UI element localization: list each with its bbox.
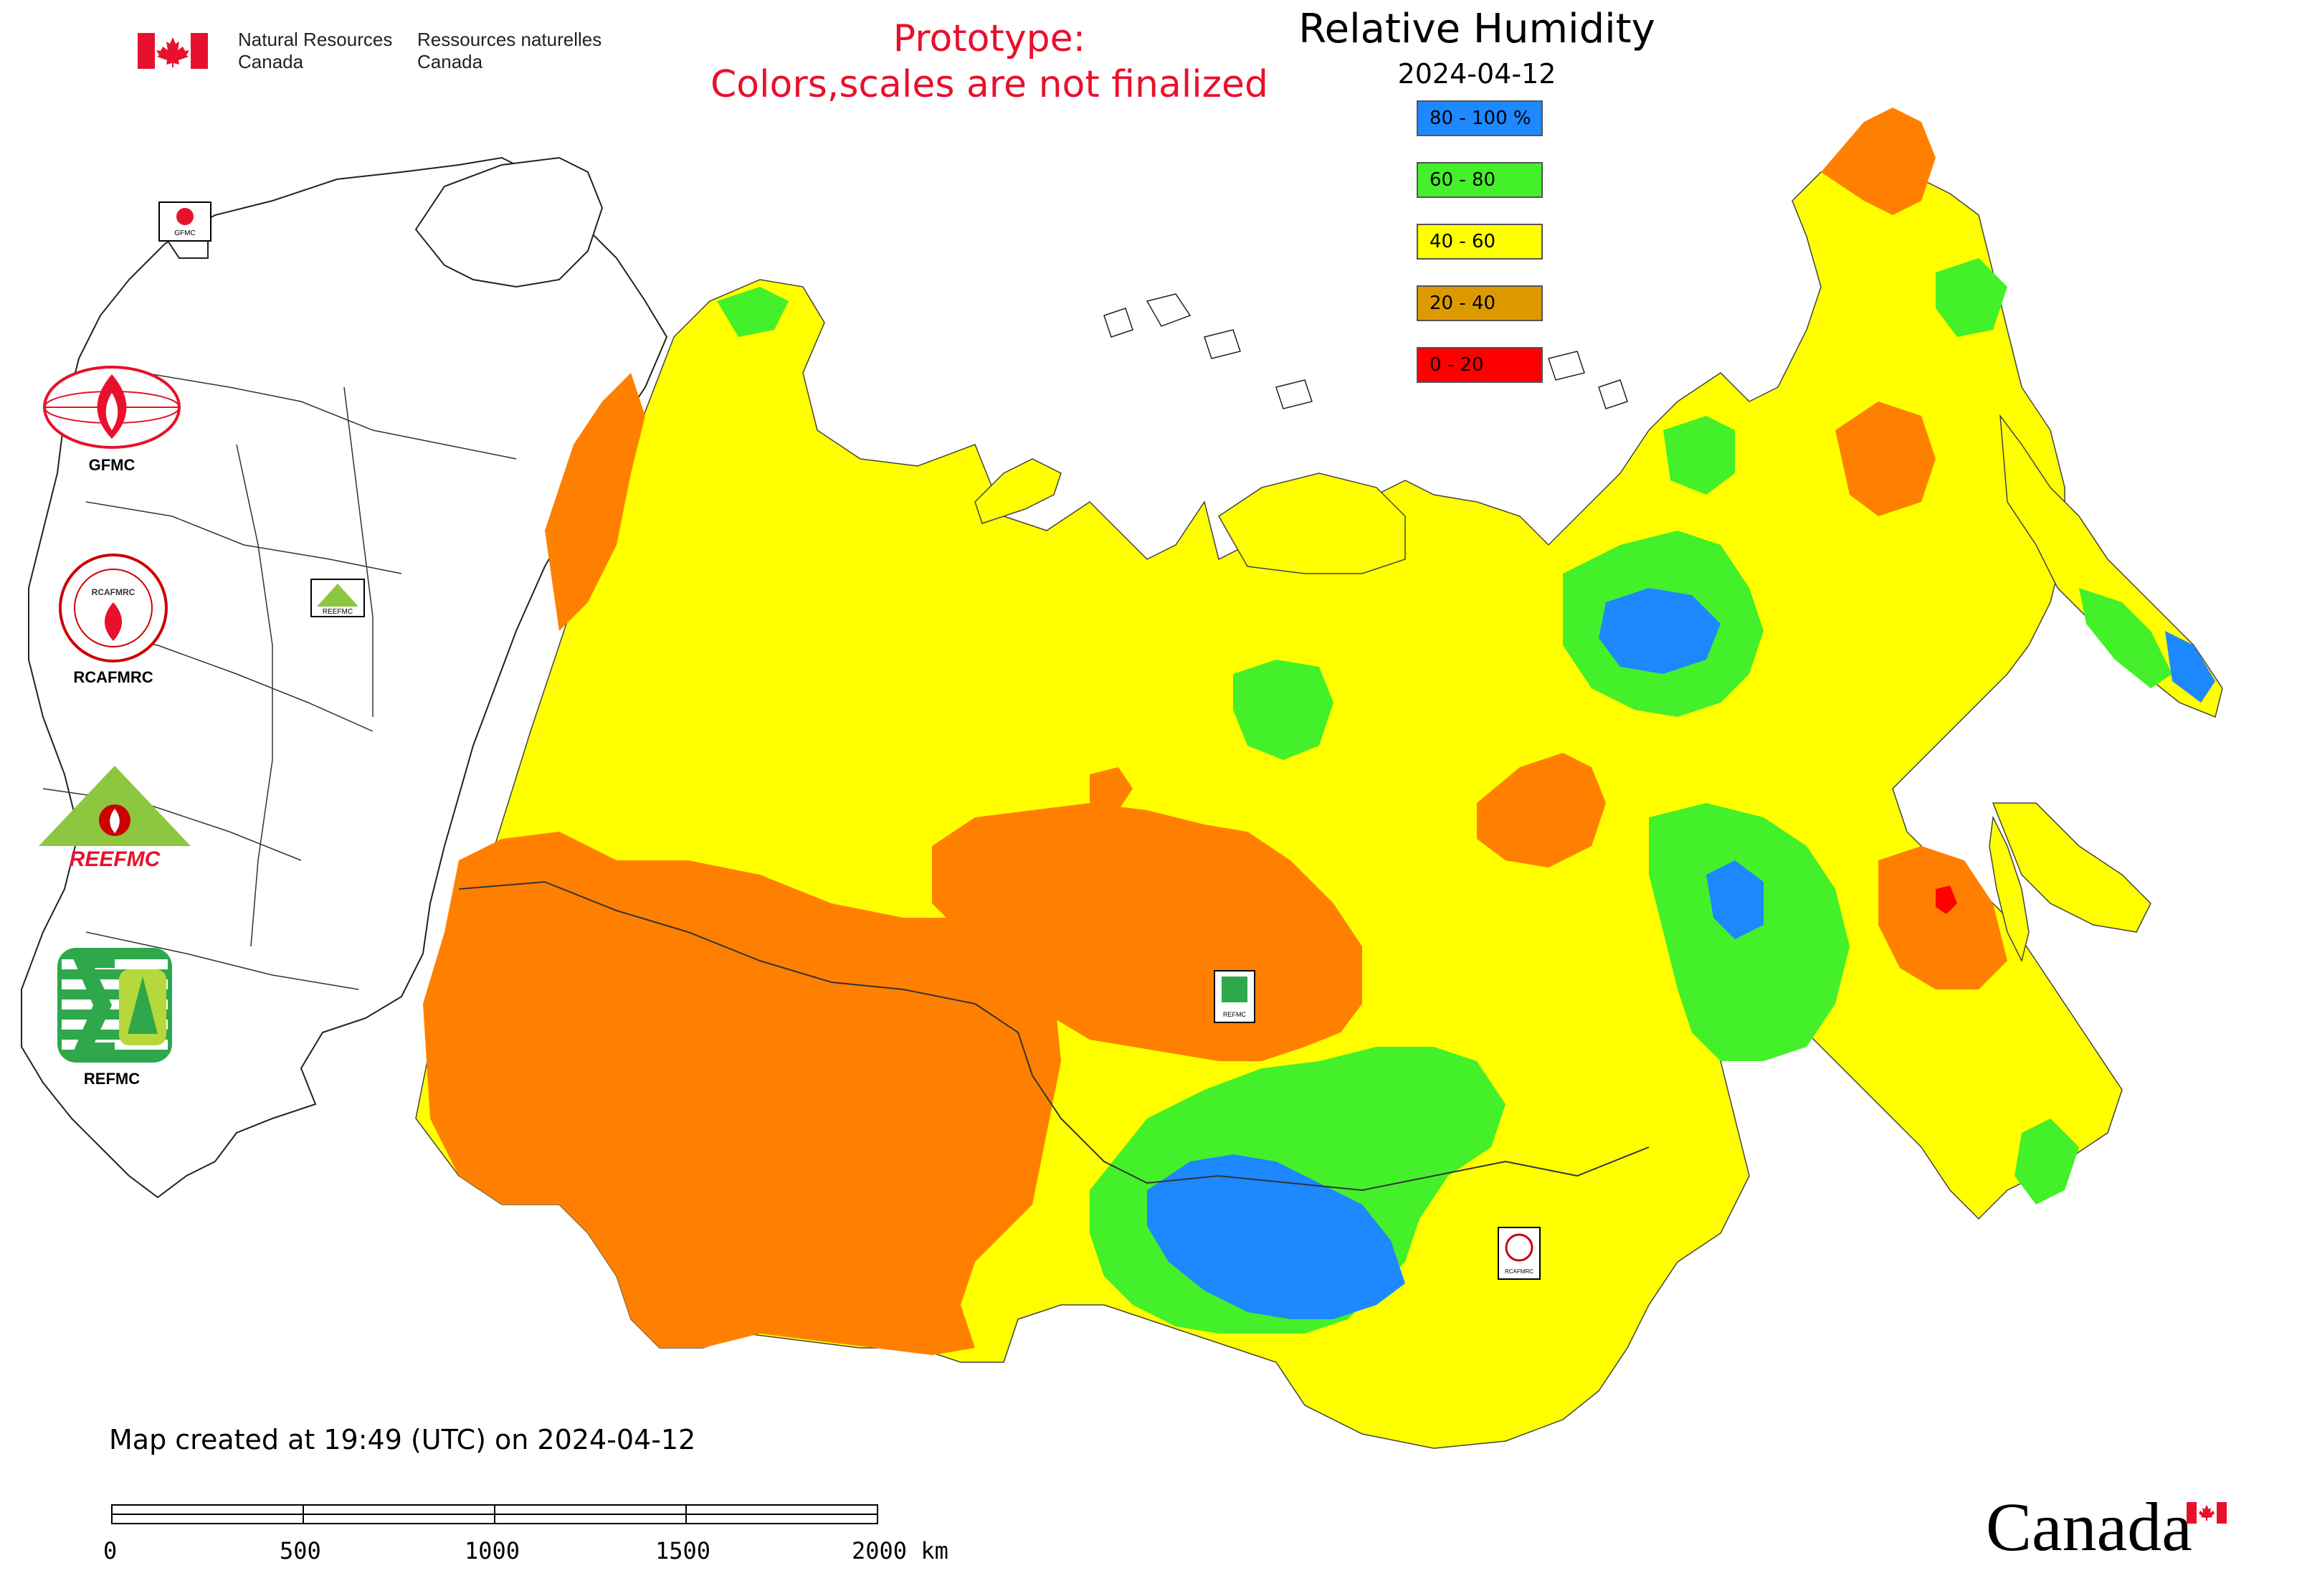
legend-item-60-80: 60 - 80 — [1417, 162, 1543, 198]
map-marker-rcafmrc-label: RCAFMRC — [1505, 1268, 1533, 1275]
department-name-fr: Ressources naturelles Canada — [417, 29, 601, 73]
region-dry-southwest — [423, 832, 1061, 1355]
arctic-islands — [1103, 293, 1628, 409]
legend-label: 0 - 20 — [1430, 354, 1484, 376]
region-dry-amur — [1878, 846, 2007, 989]
canada-wordmark-flag-icon — [2187, 1502, 2227, 1524]
region-dry-small — [1090, 767, 1133, 810]
region-very-dry-spot — [1936, 885, 1957, 914]
region-humid-yakutia — [1599, 588, 1721, 674]
scale-label-1000: 1000 — [465, 1537, 520, 1564]
region-moist-far-northeast — [1663, 416, 1735, 495]
map-date: 2024-04-12 — [1397, 58, 1556, 90]
region-novaya-zemlya — [974, 458, 1062, 524]
gfmc-logo-label: GFMC — [88, 456, 135, 474]
scale-label-2000: 2000 km — [852, 1537, 948, 1564]
legend-item-40-60: 40 - 60 — [1417, 224, 1543, 260]
prototype-notice: Prototype: Colors,scales are not finaliz… — [674, 16, 1305, 108]
region-humid-altai — [1147, 1154, 1405, 1319]
region-moist-kamchatka — [2079, 588, 2172, 688]
legend-item-20-40: 20 - 40 — [1417, 285, 1543, 321]
map-marker-gfmc-label: GFMC — [174, 229, 195, 237]
department-fr-line2: Canada — [417, 51, 483, 72]
legend-item-80-100: 80 - 100 % — [1417, 100, 1543, 136]
region-humid-east — [1706, 860, 1764, 939]
map-marker-reefmc-label: REEFMC — [323, 608, 353, 616]
legend-item-0-20: 0 - 20 — [1417, 347, 1543, 383]
scale-label-0: 0 — [103, 1537, 118, 1564]
refmc-logo-label: REFMC — [83, 1070, 141, 1088]
region-taimyr — [1218, 472, 1406, 574]
map-marker-reefmc: REEFMC — [310, 579, 365, 617]
region-moist-primorye — [2015, 1118, 2079, 1205]
prototype-line2: Colors,scales are not finalized — [710, 63, 1269, 106]
legend-label: 20 - 40 — [1430, 293, 1496, 314]
prototype-line1: Prototype: — [893, 17, 1086, 60]
scale-label-500: 500 — [280, 1537, 321, 1564]
map-marker-refmc-label: REFMC — [1223, 1011, 1246, 1018]
gfmc-logo — [43, 366, 181, 449]
western-countries-outline — [21, 156, 668, 1199]
department-name-en: Natural Resources Canada — [238, 29, 392, 73]
rcafmrc-logo: RCAFMRC — [59, 554, 168, 662]
scale-bar — [111, 1504, 878, 1524]
region-moist-kola — [717, 287, 789, 337]
reefmc-logo-text: REEFMC — [70, 847, 161, 871]
region-moist-putorana — [1233, 660, 1333, 760]
department-en-line2: Canada — [238, 51, 304, 72]
legend-label: 80 - 100 % — [1430, 108, 1531, 129]
department-en-line1: Natural Resources — [238, 29, 393, 50]
region-dry-yakutia — [1477, 753, 1606, 868]
region-dry-west-coast — [545, 373, 645, 631]
map-marker-gfmc: GFMC — [158, 201, 211, 242]
canada-flag-icon — [138, 33, 208, 69]
region-east-coast — [1992, 802, 2151, 933]
reefmc-logo: REEFMC — [39, 766, 191, 871]
region-dry-northeast — [1835, 402, 1936, 516]
region-dry-chukotka — [1821, 108, 1936, 215]
map-marker-rcafmrc: RCAFMRC — [1498, 1227, 1541, 1280]
refmc-logo — [57, 948, 172, 1063]
map-title: Relative Humidity — [1298, 6, 1655, 52]
region-sakhalin — [1989, 815, 2030, 963]
canada-wordmark: Canada — [1986, 1488, 2192, 1565]
department-fr-line1: Ressources naturelles — [417, 29, 602, 50]
rcafmrc-logo-label: RCAFMRC — [73, 668, 153, 686]
rcafmrc-logo-text: RCAFMRC — [92, 587, 135, 597]
map-created-note: Map created at 19:49 (UTC) on 2024-04-12 — [109, 1424, 696, 1455]
region-moist-chukotka — [1936, 258, 2007, 337]
border-kazakhstan — [458, 880, 1650, 1192]
legend-label: 60 - 80 — [1430, 169, 1496, 191]
region-humid-kamchatka — [2165, 631, 2215, 703]
map-marker-refmc: REFMC — [1214, 970, 1255, 1023]
legend-label: 40 - 60 — [1430, 231, 1496, 252]
scale-label-1500: 1500 — [655, 1537, 711, 1564]
